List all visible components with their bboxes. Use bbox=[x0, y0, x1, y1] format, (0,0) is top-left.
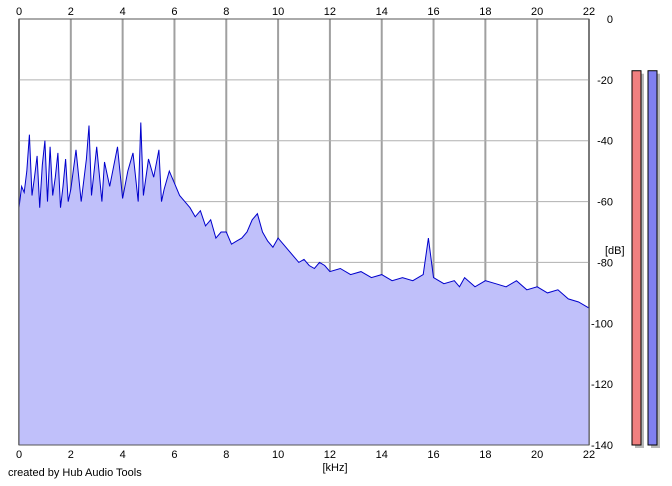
x-tick-bottom-7: 14 bbox=[376, 449, 388, 461]
x-tick-top-2: 4 bbox=[120, 6, 126, 18]
y-tick-1: -20 bbox=[597, 75, 613, 87]
x-tick-top-11: 22 bbox=[583, 6, 595, 18]
x-tick-bottom-9: 18 bbox=[479, 449, 491, 461]
level-bar-r bbox=[647, 70, 658, 446]
x-tick-top-3: 6 bbox=[171, 6, 177, 18]
y-tick-5: -100 bbox=[591, 318, 613, 330]
x-tick-bottom-2: 4 bbox=[120, 449, 126, 461]
x-tick-bottom-3: 6 bbox=[171, 449, 177, 461]
credit-text: created by Hub Audio Tools bbox=[8, 467, 142, 479]
spectrum-area bbox=[19, 122, 589, 445]
level-meter bbox=[631, 70, 660, 448]
y-axis-label: [dB] bbox=[605, 245, 625, 257]
y-tick-4: -80 bbox=[597, 257, 613, 269]
plot-frame bbox=[18, 18, 590, 446]
y-tick-2: -40 bbox=[597, 136, 613, 148]
x-tick-top-8: 16 bbox=[427, 6, 439, 18]
y-tick-0: 0 bbox=[607, 14, 613, 26]
x-tick-bottom-4: 8 bbox=[223, 449, 229, 461]
x-tick-top-9: 18 bbox=[479, 6, 491, 18]
y-tick-7: -140 bbox=[591, 440, 613, 452]
x-tick-top-6: 12 bbox=[324, 6, 336, 18]
level-bar-l bbox=[631, 70, 642, 446]
x-axis-bottom-ticks: 0 2 4 6 8 10 12 14 16 18 20 22 bbox=[16, 449, 595, 461]
y-tick-3: -60 bbox=[597, 197, 613, 209]
x-axis-top-ticks: 0 2 4 6 8 10 12 14 16 18 20 22 bbox=[16, 6, 595, 18]
x-tick-top-0: 0 bbox=[16, 6, 22, 18]
y-axis-right-ticks: 0 -20 -40 -60 -80 -100 -120 -140 bbox=[591, 14, 613, 452]
x-tick-top-4: 8 bbox=[223, 6, 229, 18]
x-tick-bottom-6: 12 bbox=[324, 449, 336, 461]
y-tick-6: -120 bbox=[591, 379, 613, 391]
x-tick-bottom-10: 20 bbox=[531, 449, 543, 461]
x-tick-top-1: 2 bbox=[68, 6, 74, 18]
x-tick-bottom-0: 0 bbox=[16, 449, 22, 461]
spectrum-line bbox=[18, 122, 590, 309]
x-tick-top-7: 14 bbox=[376, 6, 388, 18]
x-tick-bottom-11: 22 bbox=[583, 449, 595, 461]
x-tick-bottom-8: 16 bbox=[427, 449, 439, 461]
x-tick-top-5: 10 bbox=[272, 6, 284, 18]
x-tick-top-10: 20 bbox=[531, 6, 543, 18]
x-tick-bottom-1: 2 bbox=[68, 449, 74, 461]
x-axis-label: [kHz] bbox=[322, 462, 347, 474]
x-tick-bottom-5: 10 bbox=[272, 449, 284, 461]
